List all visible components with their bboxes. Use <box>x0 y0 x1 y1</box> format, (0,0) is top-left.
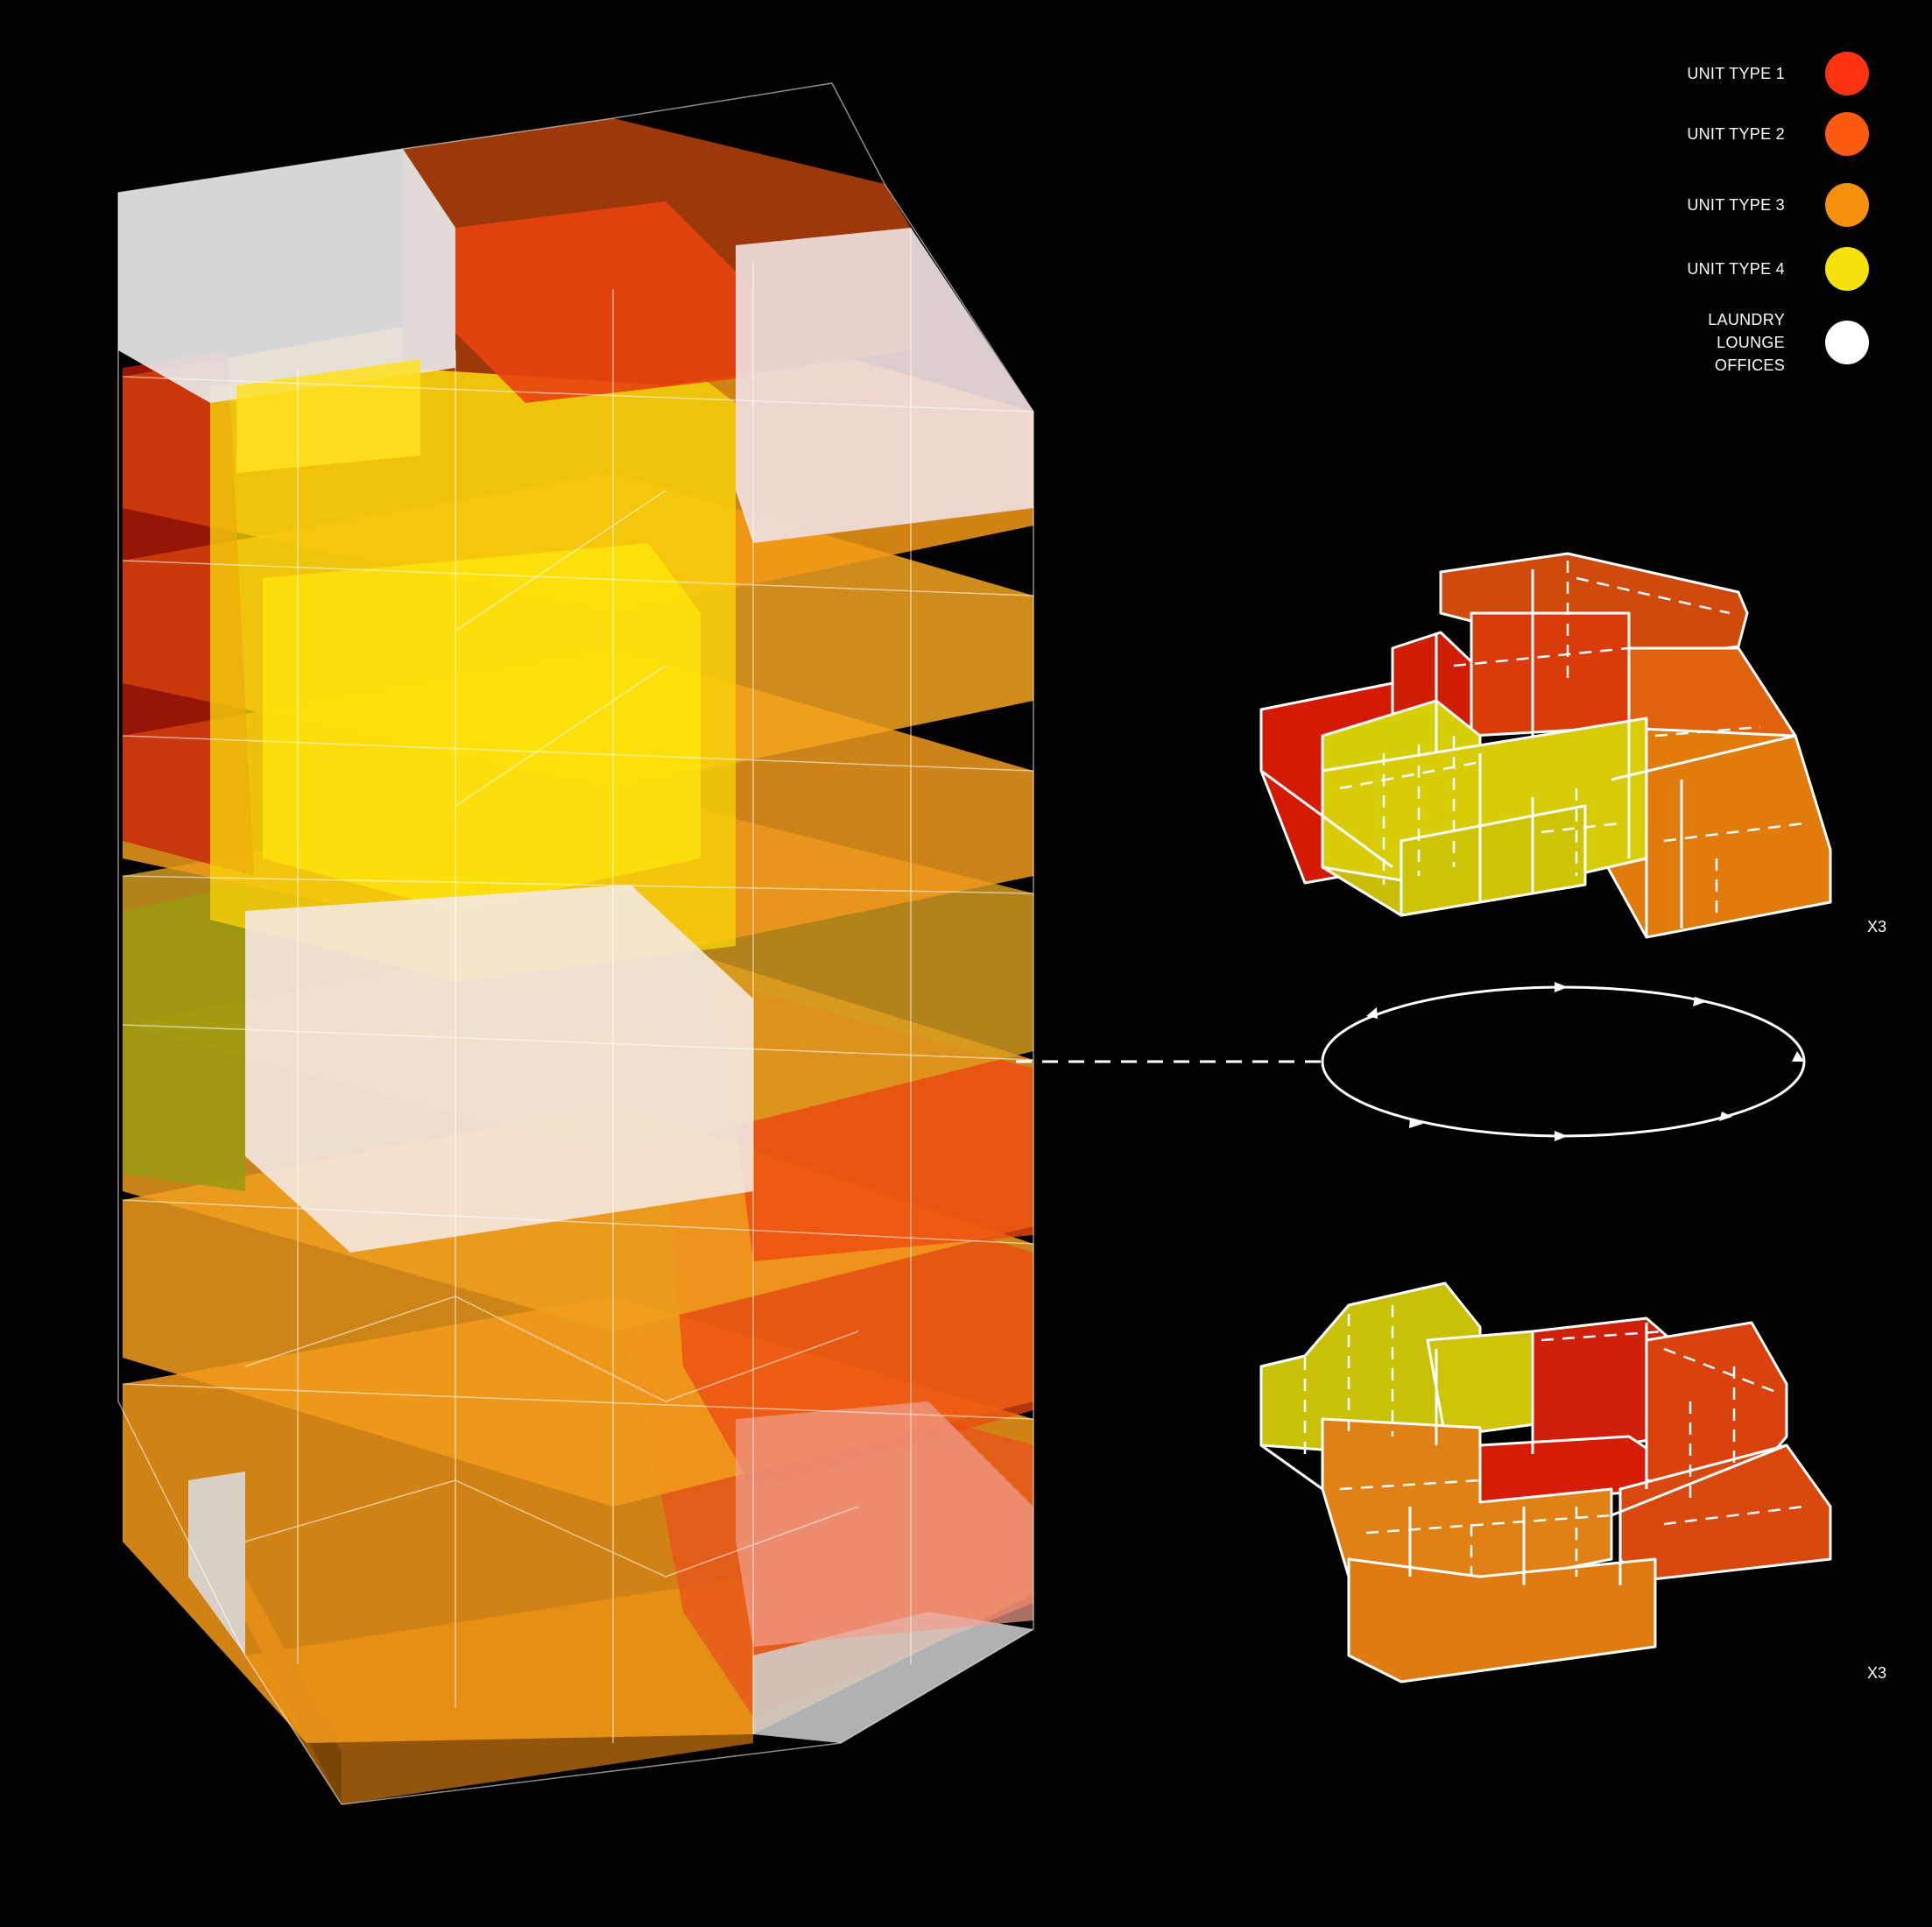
legend-swatch-unit-type-4 <box>1825 247 1869 291</box>
lower-floor-plan <box>1259 1281 1832 1683</box>
loop-arrow-top-right <box>1693 997 1708 1006</box>
tower-roof-red-inner <box>455 201 753 403</box>
legend-swatch-shared-spaces <box>1825 321 1869 364</box>
tower-yellow-highlight <box>263 543 701 911</box>
upper-floor-plan <box>1259 552 1832 939</box>
loop-arrow-bottom <box>1555 1131 1568 1141</box>
loop-arrow-top <box>1555 982 1568 992</box>
tower-stack <box>117 82 1322 1805</box>
legend-label: UNIT TYPE 2 <box>1687 125 1785 143</box>
loop-arrow-bottom-left <box>1409 1118 1423 1128</box>
legend-label: LAUNDRY LOUNGE OFFICES <box>1708 311 1785 374</box>
legend-item-shared-spaces: LAUNDRY LOUNGE OFFICES <box>1708 308 1869 377</box>
tower-white-bottom-right <box>753 1612 1033 1743</box>
tower-roof-white-left <box>118 149 455 403</box>
legend-swatch-unit-type-1 <box>1825 52 1869 95</box>
lower-plan-multiplier: X3 <box>1867 1664 1887 1682</box>
tower-top-yellow <box>236 359 420 473</box>
tower-linework <box>117 82 1034 1805</box>
circulation-loop <box>1321 982 1806 1141</box>
tower-floor-5-olive <box>123 885 245 1191</box>
tower-lounge-block <box>245 885 753 1253</box>
loop-arrow-right <box>1792 1051 1804 1062</box>
legend-item-unit-type-1: UNIT TYPE 1 <box>1687 52 1869 95</box>
upper-plan-multiplier: X3 <box>1867 918 1887 935</box>
legend-label: UNIT TYPE 4 <box>1687 260 1785 278</box>
tower-white-bottom <box>188 1472 245 1655</box>
legend-swatch-unit-type-2 <box>1825 112 1869 156</box>
tower-roof-white-right <box>736 228 1033 543</box>
legend-item-unit-type-3: UNIT TYPE 3 <box>1687 183 1869 227</box>
legend-label: UNIT TYPE 1 <box>1687 65 1785 82</box>
legend-swatch-unit-type-3 <box>1825 183 1869 227</box>
legend-item-unit-type-4: UNIT TYPE 4 <box>1687 247 1869 291</box>
tower-pink-block <box>736 1401 1033 1647</box>
loop-arrow-left <box>1366 1007 1378 1019</box>
legend-item-unit-type-2: UNIT TYPE 2 <box>1687 112 1869 156</box>
loop-arrow-bottom-right <box>1719 1112 1732 1121</box>
legend: UNIT TYPE 1 UNIT TYPE 2 UNIT TYPE 3 UNIT… <box>1501 49 1869 399</box>
legend-label: UNIT TYPE 3 <box>1687 196 1785 214</box>
